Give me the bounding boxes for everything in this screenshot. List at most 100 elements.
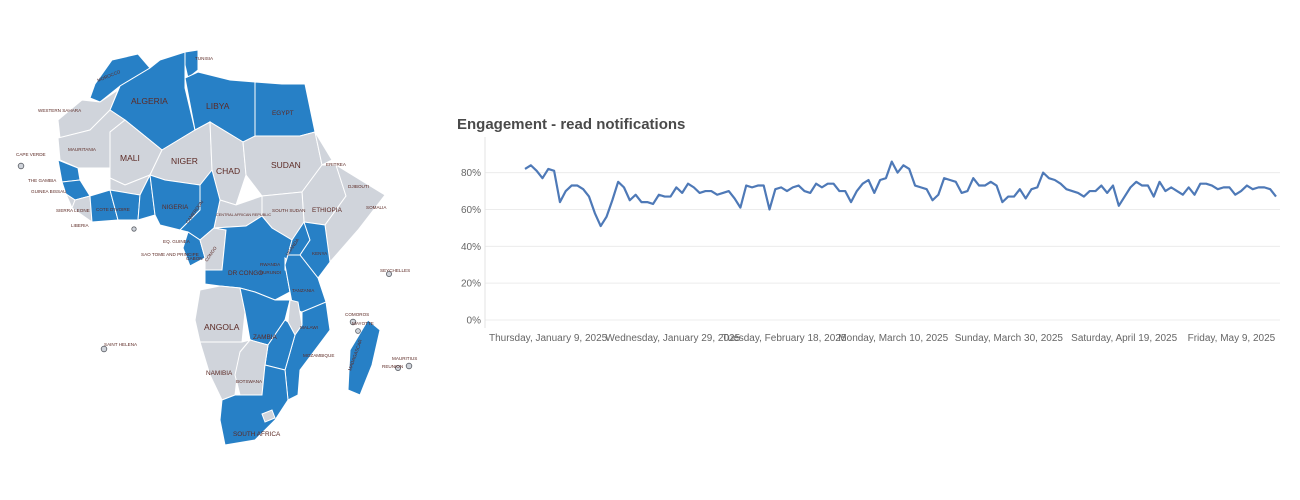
data-point[interactable] <box>994 183 1000 189</box>
data-point[interactable] <box>1011 194 1017 200</box>
data-point[interactable] <box>924 186 930 192</box>
data-point[interactable] <box>1063 186 1069 192</box>
data-point[interactable] <box>1151 194 1157 200</box>
data-point[interactable] <box>749 184 755 190</box>
data-point[interactable] <box>697 190 703 196</box>
data-point[interactable] <box>790 184 796 190</box>
data-point[interactable] <box>1267 186 1273 192</box>
data-point[interactable] <box>1098 183 1104 189</box>
map-country-angola[interactable] <box>194 285 246 343</box>
data-point[interactable] <box>1256 184 1262 190</box>
data-point[interactable] <box>638 199 644 205</box>
data-point[interactable] <box>691 184 697 190</box>
data-point[interactable] <box>964 188 970 194</box>
data-point[interactable] <box>889 159 895 165</box>
data-point[interactable] <box>988 179 994 185</box>
data-point[interactable] <box>941 175 947 181</box>
data-point[interactable] <box>720 190 726 196</box>
data-point[interactable] <box>912 183 918 189</box>
data-point[interactable] <box>871 190 877 196</box>
data-point[interactable] <box>854 188 860 194</box>
data-point[interactable] <box>1250 186 1256 192</box>
data-point[interactable] <box>574 183 580 189</box>
series-line-read-notifications[interactable] <box>524 160 1277 228</box>
data-point[interactable] <box>1122 194 1128 200</box>
data-point[interactable] <box>865 177 871 183</box>
data-point[interactable] <box>761 183 767 189</box>
map-island-cape-verde[interactable] <box>17 162 25 170</box>
data-point[interactable] <box>1040 170 1046 176</box>
map-country-lesotho[interactable] <box>261 409 276 423</box>
data-point[interactable] <box>598 223 604 229</box>
data-point[interactable] <box>1273 194 1279 200</box>
data-point[interactable] <box>609 197 615 203</box>
data-point[interactable] <box>1116 203 1122 209</box>
data-point[interactable] <box>621 184 627 190</box>
data-point[interactable] <box>1081 194 1087 200</box>
data-point[interactable] <box>1069 188 1075 194</box>
data-point[interactable] <box>592 210 598 216</box>
data-point[interactable] <box>842 188 848 194</box>
data-point[interactable] <box>1232 192 1238 198</box>
data-point[interactable] <box>999 199 1005 205</box>
data-point[interactable] <box>1139 183 1145 189</box>
data-point[interactable] <box>586 194 592 200</box>
data-point[interactable] <box>1104 190 1110 196</box>
data-point[interactable] <box>807 190 813 196</box>
data-point[interactable] <box>685 181 691 187</box>
data-point[interactable] <box>615 179 621 185</box>
map-island-saint-helena[interactable] <box>100 345 108 353</box>
data-point[interactable] <box>918 184 924 190</box>
data-point[interactable] <box>947 177 953 183</box>
data-point[interactable] <box>1203 181 1209 187</box>
map-island-seychelles[interactable] <box>385 270 392 277</box>
data-point[interactable] <box>860 181 866 187</box>
data-point[interactable] <box>1168 184 1174 190</box>
data-point[interactable] <box>1192 192 1198 198</box>
data-point[interactable] <box>831 181 837 187</box>
data-point[interactable] <box>708 188 714 194</box>
data-point[interactable] <box>668 194 674 200</box>
data-point[interactable] <box>1186 184 1192 190</box>
data-point[interactable] <box>1110 183 1116 189</box>
map-country-madagascar[interactable] <box>347 319 381 396</box>
data-point[interactable] <box>976 183 982 189</box>
data-point[interactable] <box>900 162 906 168</box>
data-point[interactable] <box>1174 188 1180 194</box>
data-point[interactable] <box>673 184 679 190</box>
map-country-gabon[interactable] <box>182 231 206 267</box>
data-point[interactable] <box>1197 181 1203 187</box>
data-point[interactable] <box>528 162 534 168</box>
map-island-reunion[interactable] <box>394 364 401 371</box>
data-point[interactable] <box>1215 186 1221 192</box>
data-point[interactable] <box>563 188 569 194</box>
data-point[interactable] <box>539 175 545 181</box>
data-point[interactable] <box>1238 188 1244 194</box>
data-point[interactable] <box>1017 186 1023 192</box>
data-point[interactable] <box>1058 181 1064 187</box>
data-point[interactable] <box>953 179 959 185</box>
data-point[interactable] <box>784 188 790 194</box>
data-point[interactable] <box>1087 188 1093 194</box>
data-point[interactable] <box>848 199 854 205</box>
data-point[interactable] <box>557 199 563 205</box>
data-point[interactable] <box>1005 194 1011 200</box>
data-point[interactable] <box>970 175 976 181</box>
map-island-comoros[interactable] <box>349 318 357 326</box>
data-point[interactable] <box>895 170 901 176</box>
data-point[interactable] <box>743 183 749 189</box>
map-country-egypt[interactable] <box>254 81 316 137</box>
map-island-mauritius[interactable] <box>405 362 413 370</box>
data-point[interactable] <box>1028 186 1034 192</box>
map-country-south-africa[interactable] <box>219 364 289 446</box>
map-island-mayotte[interactable] <box>355 328 361 334</box>
data-point[interactable] <box>772 186 778 192</box>
data-point[interactable] <box>1075 190 1081 196</box>
data-point[interactable] <box>1244 183 1250 189</box>
data-point[interactable] <box>580 186 586 192</box>
data-point[interactable] <box>644 199 650 205</box>
data-point[interactable] <box>813 181 819 187</box>
data-point[interactable] <box>650 201 656 207</box>
data-point[interactable] <box>662 194 668 200</box>
data-point[interactable] <box>767 206 773 212</box>
